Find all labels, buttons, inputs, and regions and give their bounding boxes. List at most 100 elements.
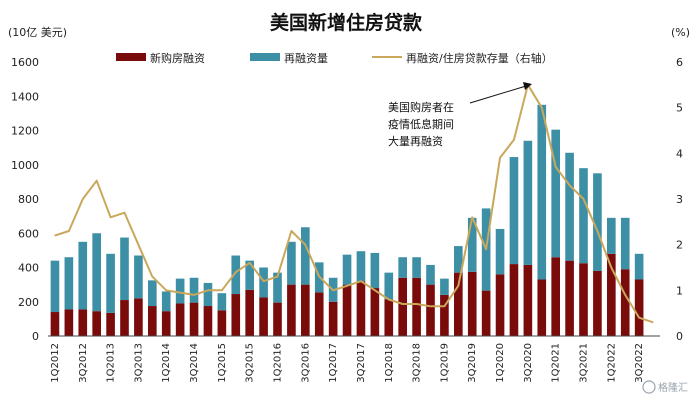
chart-title: 美国新增住房贷款: [270, 11, 423, 34]
line-point-1Q2015: [221, 289, 223, 291]
bar-refinance-4Q2014: [203, 282, 213, 307]
bar-new-purchase-2Q2018: [398, 277, 407, 336]
bar-refinance-2Q2014: [175, 278, 185, 304]
line-point-1Q2016: [276, 276, 279, 278]
line-series: [54, 83, 654, 324]
annotation-line-3: 大量再融资: [388, 134, 443, 148]
bar-new-purchase-2Q2016: [287, 284, 296, 336]
annotation: 美国购房者在 疫情低息期间 大量再融资: [388, 82, 532, 148]
bar-refinance-1Q2012: [50, 260, 60, 313]
x-tick-label: 1Q2019: [439, 343, 450, 383]
x-tick-label: 3Q2022: [634, 343, 645, 383]
line-point-2Q2021: [568, 184, 571, 186]
watermark-text: 格隆汇: [658, 381, 688, 394]
bar-refinance-2Q2020: [509, 157, 519, 265]
x-tick-label: 1Q2012: [50, 343, 61, 383]
line-point-3Q2012: [82, 198, 84, 200]
watermark: 格隆汇: [642, 380, 688, 394]
bar-refinance-1Q2014: [161, 291, 171, 312]
line-point-4Q2020: [541, 107, 543, 109]
bar-refinance-2Q2017: [342, 254, 352, 285]
line-point-4Q2014: [207, 289, 209, 291]
line-point-2Q2017: [346, 285, 348, 287]
right-tick-label: 0: [676, 330, 683, 343]
legend-swatch-refinance: [250, 53, 280, 61]
x-tick-label: 1Q2015: [217, 343, 228, 383]
bar-refinance-1Q2018: [384, 272, 394, 300]
left-axis-unit: (10亿 美元): [8, 26, 67, 39]
x-tick-label: 3Q2018: [412, 343, 423, 383]
line-point-1Q2013: [109, 216, 112, 218]
bar-refinance-2Q2015: [231, 255, 241, 295]
bar-new-purchase-3Q2022: [634, 279, 644, 336]
bar-new-purchase-2Q2015: [231, 294, 241, 336]
bar-refinance-3Q2020: [523, 140, 533, 265]
legend: 新购房融资 再融资量 再融资/住房贷款存量（右轴）: [116, 51, 553, 65]
line-point-1Q2014: [165, 289, 167, 291]
bar-new-purchase-1Q2019: [440, 294, 449, 336]
left-tick-label: 1000: [11, 159, 39, 172]
x-tick-label: 3Q2021: [579, 343, 590, 383]
bar-new-purchase-4Q2016: [314, 292, 324, 336]
bar-refinance-3Q2012: [78, 241, 88, 310]
line-point-3Q2013: [137, 244, 140, 246]
bar-refinance-3Q2015: [245, 260, 254, 290]
x-tick-label: 3Q2012: [78, 343, 89, 383]
x-tick-label: 3Q2013: [133, 343, 144, 383]
line-point-2Q2013: [123, 212, 126, 214]
bar-new-purchase-1Q2014: [161, 311, 171, 336]
line-point-4Q2016: [318, 276, 320, 278]
bar-refinance-3Q2019: [467, 217, 477, 272]
bar-new-purchase-1Q2016: [273, 302, 282, 336]
x-tick-label: 1Q2022: [606, 343, 617, 383]
right-tick-label: 1: [676, 284, 683, 297]
bar-refinance-1Q2013: [106, 253, 115, 313]
bar-new-purchase-4Q2018: [426, 284, 435, 336]
line-point-3Q2022: [638, 317, 640, 319]
bar-refinance-2Q2013: [120, 237, 129, 301]
x-tick-label: 1Q2017: [328, 343, 339, 383]
bar-refinance-2Q2021: [565, 152, 574, 261]
bar-new-purchase-4Q2015: [259, 297, 268, 336]
legend-label-new-purchase: 新购房融资: [150, 51, 205, 65]
line-point-2Q2014: [179, 292, 181, 294]
line-refi-ratio: [54, 83, 654, 324]
left-tick-label: 600: [18, 227, 39, 240]
right-axis: 0 1 2 3 4 5 6: [676, 56, 683, 343]
bar-new-purchase-2Q2021: [565, 260, 574, 336]
watermark-logo-icon: [642, 380, 656, 394]
right-axis-unit: (%): [671, 26, 690, 39]
bar-refinance-4Q2012: [92, 233, 101, 312]
left-tick-label: 1600: [11, 56, 39, 69]
bar-new-purchase-3Q2012: [78, 309, 88, 336]
x-tick-label: 3Q2020: [523, 343, 534, 383]
line-point-2Q2012: [68, 230, 70, 232]
line-point-2Q2020: [513, 139, 515, 141]
bar-refinance-4Q2020: [537, 104, 547, 280]
bar-new-purchase-2Q2017: [342, 284, 352, 336]
annotation-arrowhead: [523, 82, 532, 90]
line-point-4Q2022: [652, 321, 654, 323]
bar-series: [50, 104, 644, 336]
bar-new-purchase-4Q2012: [92, 311, 101, 336]
annotation-arrow: [469, 85, 527, 104]
bar-refinance-4Q2018: [426, 264, 435, 285]
line-point-4Q2018: [429, 305, 432, 307]
bar-new-purchase-3Q2020: [523, 264, 533, 336]
bar-new-purchase-3Q2016: [301, 284, 310, 336]
line-point-1Q2012: [54, 234, 56, 237]
legend-label-refinance: 再融资量: [284, 52, 328, 65]
x-tick-label: 1Q2018: [384, 343, 395, 383]
x-tick-label: 3Q2015: [245, 343, 256, 383]
left-tick-label: 1400: [11, 90, 39, 103]
bar-new-purchase-2Q2019: [454, 272, 463, 336]
bar-new-purchase-2Q2013: [120, 300, 129, 336]
left-tick-label: 200: [18, 296, 39, 309]
line-point-4Q2015: [262, 280, 265, 282]
bar-new-purchase-3Q2015: [245, 289, 254, 336]
line-point-3Q2017: [360, 280, 362, 282]
left-tick-label: 1200: [11, 125, 39, 138]
left-tick-label: 800: [18, 193, 39, 206]
line-point-1Q2020: [499, 157, 501, 159]
